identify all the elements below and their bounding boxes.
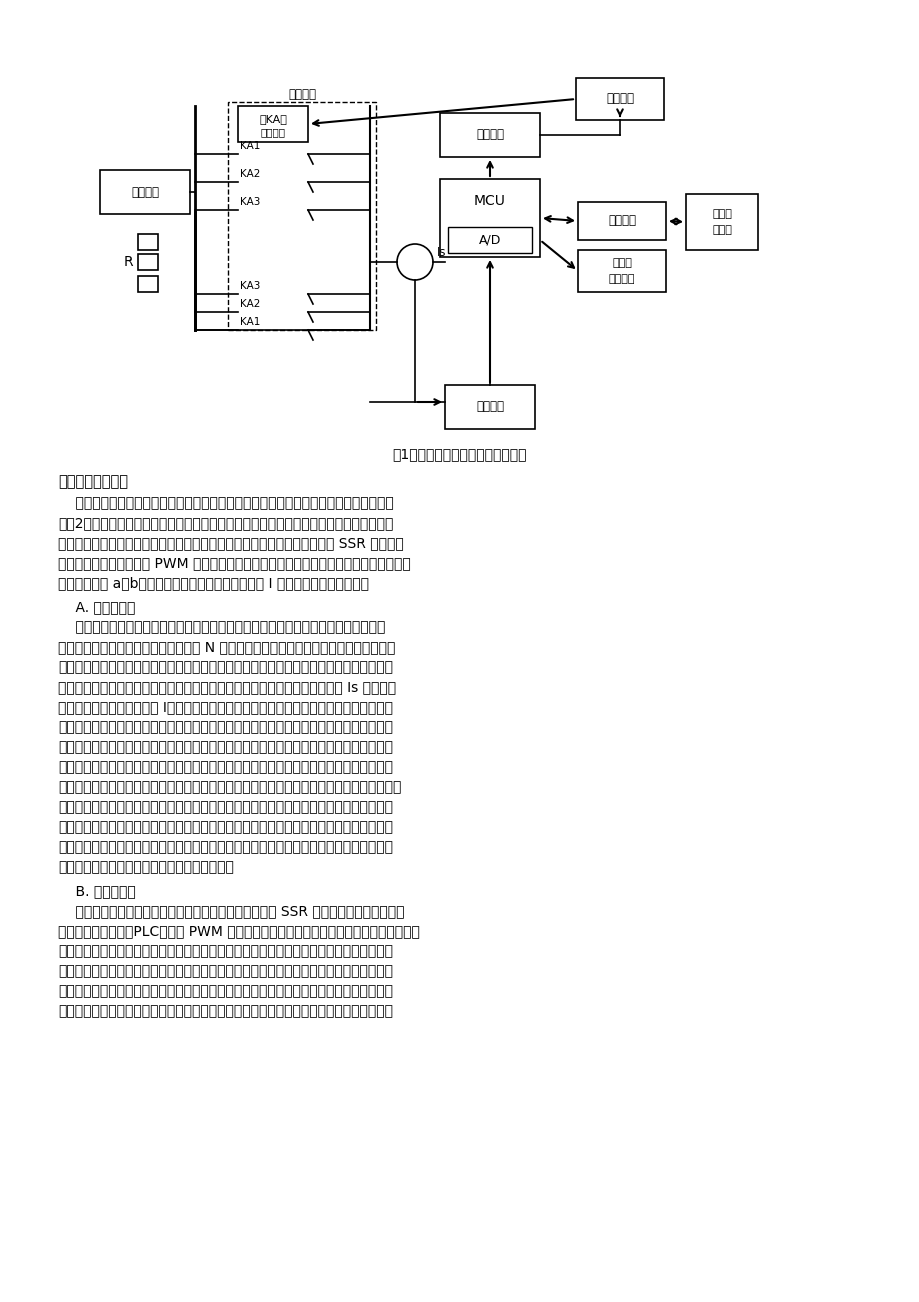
Text: R: R — [123, 255, 132, 270]
Text: KA1: KA1 — [240, 316, 260, 327]
Text: 图1：加热炉故障检测系统原理框图: 图1：加热炉故障检测系统原理框图 — [392, 447, 527, 461]
Text: 三相负载来加热。热室压铸机熔炉温度控制系统采用过零型交流固态继电器 SSR 作为执行: 三相负载来加热。热室压铸机熔炉温度控制系统采用过零型交流固态继电器 SSR 作为… — [58, 536, 403, 549]
Text: 下限，则认为该相电阻丝局部短路。当各相电阻丝的工作状态都检测完毕后，应先切断恒流: 下限，则认为该相电阻丝局部短路。当各相电阻丝的工作状态都检测完毕后，应先切断恒流 — [58, 840, 392, 854]
Bar — [575, 78, 664, 120]
Text: Is: Is — [437, 246, 446, 259]
Text: 作在三相负载不对称状态。因此，可以每隔一定的时间（如一小时）短时间地切断一次交流: 作在三相负载不对称状态。因此，可以每隔一定的时间（如一小时）短时间地切断一次交流 — [58, 660, 392, 674]
Text: 以该检测装置在热室压铸机熔炉电阻丝断线检测系统中的应用为例，其硬件接线图请参: 以该检测装置在热室压铸机熔炉电阻丝断线检测系统中的应用为例，其硬件接线图请参 — [58, 496, 393, 510]
Text: 控制器（如温控仪、PLC）通过 PWM 信号控制其通断，以此达到调节交流功率的目的。为: 控制器（如温控仪、PLC）通过 PWM 信号控制其通断，以此达到调节交流功率的目… — [58, 924, 419, 937]
Text: KA3: KA3 — [240, 197, 260, 207]
Text: 电源。在切断交流电源的这段时间内，利用运行速度较快的单片机控制恒流源 Is 依次将各: 电源。在切断交流电源的这段时间内，利用运行速度较快的单片机控制恒流源 Is 依次… — [58, 680, 396, 694]
Bar — [448, 227, 531, 253]
Text: 了更好地与温度控制系统配合使用，本发明提出的电阻丝断线检测装置定时切断交流电源的: 了更好地与温度控制系统配合使用，本发明提出的电阻丝断线检测装置定时切断交流电源的 — [58, 944, 392, 958]
Text: 交流电源: 交流电源 — [130, 185, 159, 198]
Bar — [138, 234, 158, 250]
Text: 加热炉的温度控制系统一般采用过零型交流固态继电器 SSR 作为执行元件，并由温度: 加热炉的温度控制系统一般采用过零型交流固态继电器 SSR 作为执行元件，并由温度 — [58, 904, 404, 918]
Text: 制系统: 制系统 — [711, 225, 732, 234]
Bar — [439, 113, 539, 158]
Text: 报警与: 报警与 — [611, 258, 631, 268]
Bar — [238, 105, 308, 142]
Text: 储在单片机中。将某温度下各相电阻丝的实际阻值和理想阻值进行比较就可以准确地判断其: 储在单片机中。将某温度下各相电阻丝的实际阻值和理想阻值进行比较就可以准确地判断其 — [58, 760, 392, 773]
Bar — [686, 194, 757, 250]
Text: 压值进行处理以得到当前温度（由温度控制器提供）下电阻丝的实际阻值。由于电阻丝的阻: 压值进行处理以得到当前温度（由温度控制器提供）下电阻丝的实际阻值。由于电阻丝的阻 — [58, 720, 392, 734]
Text: 通信接口: 通信接口 — [607, 215, 635, 228]
Text: KA3: KA3 — [240, 281, 260, 292]
Text: 为正常范围）内，则认为该相电阻丝工作正常；若其实际阻值与理想阻值的偏差大于正常范: 为正常范围）内，则认为该相电阻丝工作正常；若其实际阻值与理想阻值的偏差大于正常范 — [58, 799, 392, 814]
Text: 定时功能由温度控制器提供。在这种情况下，用于实现电阻丝断线检测功能的单片机平时处: 定时功能由温度控制器提供。在这种情况下，用于实现电阻丝断线检测功能的单片机平时处 — [58, 963, 392, 978]
Text: 值一般会随温度的变化而变化，故可以将各温度区间内电阻丝的理想阻值预先以表格形式存: 值一般会随温度的变化而变化，故可以将各温度区间内电阻丝的理想阻值预先以表格形式存 — [58, 740, 392, 754]
Bar — [228, 102, 376, 329]
Text: 阻丝故障巡回检测。巡回检测结束后输出检测结果，延时后自动进入休眠状态。下面说明一: 阻丝故障巡回检测。巡回检测结束后输出检测结果，延时后自动进入休眠状态。下面说明一 — [58, 1004, 392, 1018]
Text: 工作状态（正常、老化、断线、局部短路）；若其实际阻值与理想阻值的偏差在某一范围（称: 工作状态（正常、老化、断线、局部短路）；若其实际阻值与理想阻值的偏差在某一范围（… — [58, 780, 401, 794]
Text: 围的上限，则认为该相电阻丝老化或断线。若其实际阻值与理想阻值的偏差小于正常范围的: 围的上限，则认为该相电阻丝老化或断线。若其实际阻值与理想阻值的偏差小于正常范围的 — [58, 820, 392, 835]
Text: 温度控: 温度控 — [711, 210, 732, 219]
Bar — [439, 178, 539, 256]
Text: KA2: KA2 — [240, 299, 260, 309]
Bar — [138, 276, 158, 292]
Text: 多路开关: 多路开关 — [475, 129, 504, 142]
Text: KA2: KA2 — [240, 169, 260, 178]
Text: 元件，由温度控制器通过 PWM 信号控制其通断，以此达到调节交流功率的目的。从恒流源: 元件，由温度控制器通过 PWM 信号控制其通断，以此达到调节交流功率的目的。从恒… — [58, 556, 410, 570]
Text: 看图2。热室压铸机熔炉以电阻丝为加热元件，为了提高其加热功率，利用电阻丝构成两组: 看图2。热室压铸机熔炉以电阻丝为加热元件，为了提高其加热功率，利用电阻丝构成两组 — [58, 516, 393, 530]
Text: B. 实现方法：: B. 实现方法： — [58, 884, 136, 898]
Text: MCU: MCU — [473, 194, 505, 208]
Text: 故障指示: 故障指示 — [608, 273, 634, 284]
Text: 隔离驱动: 隔离驱动 — [606, 92, 633, 105]
Bar — [577, 250, 665, 292]
Text: 由于温度控制具有大惯性、纯滞后的特点，短时间内切断交流电源几乎不会对被加热: 由于温度控制具有大惯性、纯滞后的特点，短时间内切断交流电源几乎不会对被加热 — [58, 620, 385, 634]
Text: 继电器组: 继电器组 — [260, 128, 285, 137]
Text: 源电流，再接通交流电源，使加热炉继续工作。: 源电流，再接通交流电源，使加热炉继续工作。 — [58, 861, 233, 874]
Text: A/D: A/D — [478, 233, 501, 246]
Bar — [445, 385, 535, 428]
Text: 开关单元: 开关单元 — [288, 87, 315, 100]
Text: 一KA一: 一KA一 — [259, 115, 287, 124]
Text: 相电阻丝分别通过恒定电流 I，然后分别采样各相电阻丝的端电压，并在单片机中对采样电: 相电阻丝分别通过恒定电流 I，然后分别采样各相电阻丝的端电压，并在单片机中对采样… — [58, 700, 392, 713]
Text: 信号调理: 信号调理 — [475, 401, 504, 414]
Text: KA1: KA1 — [240, 141, 260, 151]
Bar — [100, 171, 190, 214]
Text: 两端引出端线 a、b，用于在某相电阻丝有恒流源电流 I 流过时采样其端电压值。: 两端引出端线 a、b，用于在某相电阻丝有恒流源电流 I 流过时采样其端电压值。 — [58, 575, 369, 590]
Bar — [138, 254, 158, 270]
Text: 物体的温度造成任何影响。又由于中线 N 对中性点位移的抑制作用，加热炉可以短时间工: 物体的温度造成任何影响。又由于中线 N 对中性点位移的抑制作用，加热炉可以短时间… — [58, 641, 395, 654]
Text: 【具体实施方式】: 【具体实施方式】 — [58, 474, 128, 490]
Text: 于休眠状态，仅在定时时间（如一小时）到时由温度控制器提供信号将其唤醒，使其进行电: 于休眠状态，仅在定时时间（如一小时）到时由温度控制器提供信号将其唤醒，使其进行电 — [58, 984, 392, 999]
Bar — [577, 202, 665, 240]
Text: A. 实现思想：: A. 实现思想： — [58, 600, 135, 615]
